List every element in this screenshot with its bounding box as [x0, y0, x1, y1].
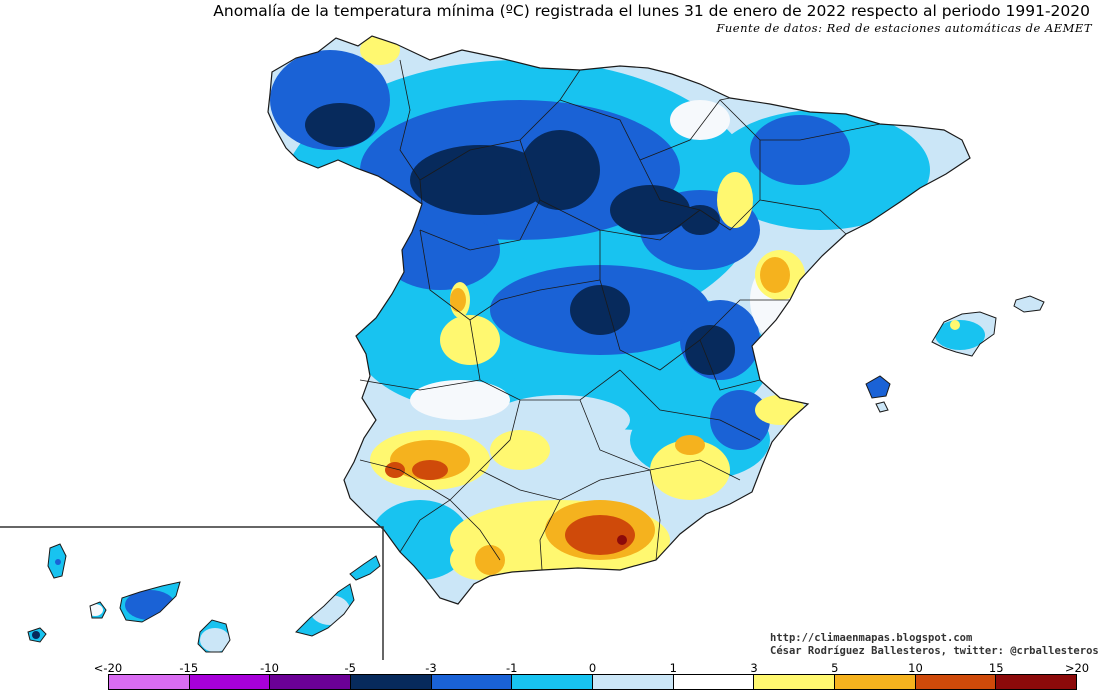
ibiza-island	[865, 375, 891, 399]
legend-tick-label: 1	[669, 661, 677, 675]
canary-islands-outlines	[27, 543, 381, 653]
legend-swatch	[109, 675, 190, 689]
credit-author: César Rodríguez Ballesteros, twitter: @c…	[770, 645, 1098, 657]
formentera-island	[875, 401, 889, 413]
legend-tick-label: 10	[908, 661, 923, 675]
legend-swatch	[351, 675, 432, 689]
color-legend	[108, 674, 1077, 690]
canary-inset-frame	[0, 526, 384, 660]
mallorca-island	[931, 311, 997, 357]
legend-swatch	[189, 675, 271, 689]
data-source: Fuente de datos: Red de estaciones autom…	[716, 21, 1092, 35]
legend-swatch	[835, 675, 916, 689]
legend-swatch	[996, 675, 1077, 689]
legend-tick-label: -5	[344, 661, 356, 675]
legend-tick-label: -10	[260, 661, 279, 675]
legend-tick-label: 15	[988, 661, 1004, 675]
legend-swatch	[915, 675, 997, 689]
peninsula-anomaly-field	[268, 36, 970, 604]
legend-tick-label: 3	[750, 661, 758, 675]
canary-anomaly-field	[28, 544, 380, 652]
province-borders	[359, 59, 881, 571]
legend-swatch	[593, 675, 674, 689]
legend-tick-label: >20	[1064, 661, 1090, 675]
legend-tick-label: -1	[506, 661, 518, 675]
map-title: Anomalía de la temperatura mínima (ºC) r…	[213, 2, 1090, 20]
legend-tick-label: <-20	[93, 661, 123, 675]
legend-swatch	[673, 675, 755, 689]
legend-tick-label: 5	[831, 661, 839, 675]
legend-swatch	[270, 675, 352, 689]
legend-swatch	[754, 675, 836, 689]
legend-tick-label: 0	[588, 661, 597, 675]
legend-tick-label: -15	[179, 661, 199, 675]
menorca-island	[1013, 295, 1045, 313]
credit-url: http://climaenmapas.blogspot.com	[770, 632, 973, 644]
mallorca-anomaly-field	[932, 312, 996, 356]
legend-swatch	[512, 675, 594, 689]
peninsula-coastline	[267, 35, 971, 605]
legend-tick-label: -3	[425, 661, 437, 675]
legend-swatch	[431, 675, 513, 689]
